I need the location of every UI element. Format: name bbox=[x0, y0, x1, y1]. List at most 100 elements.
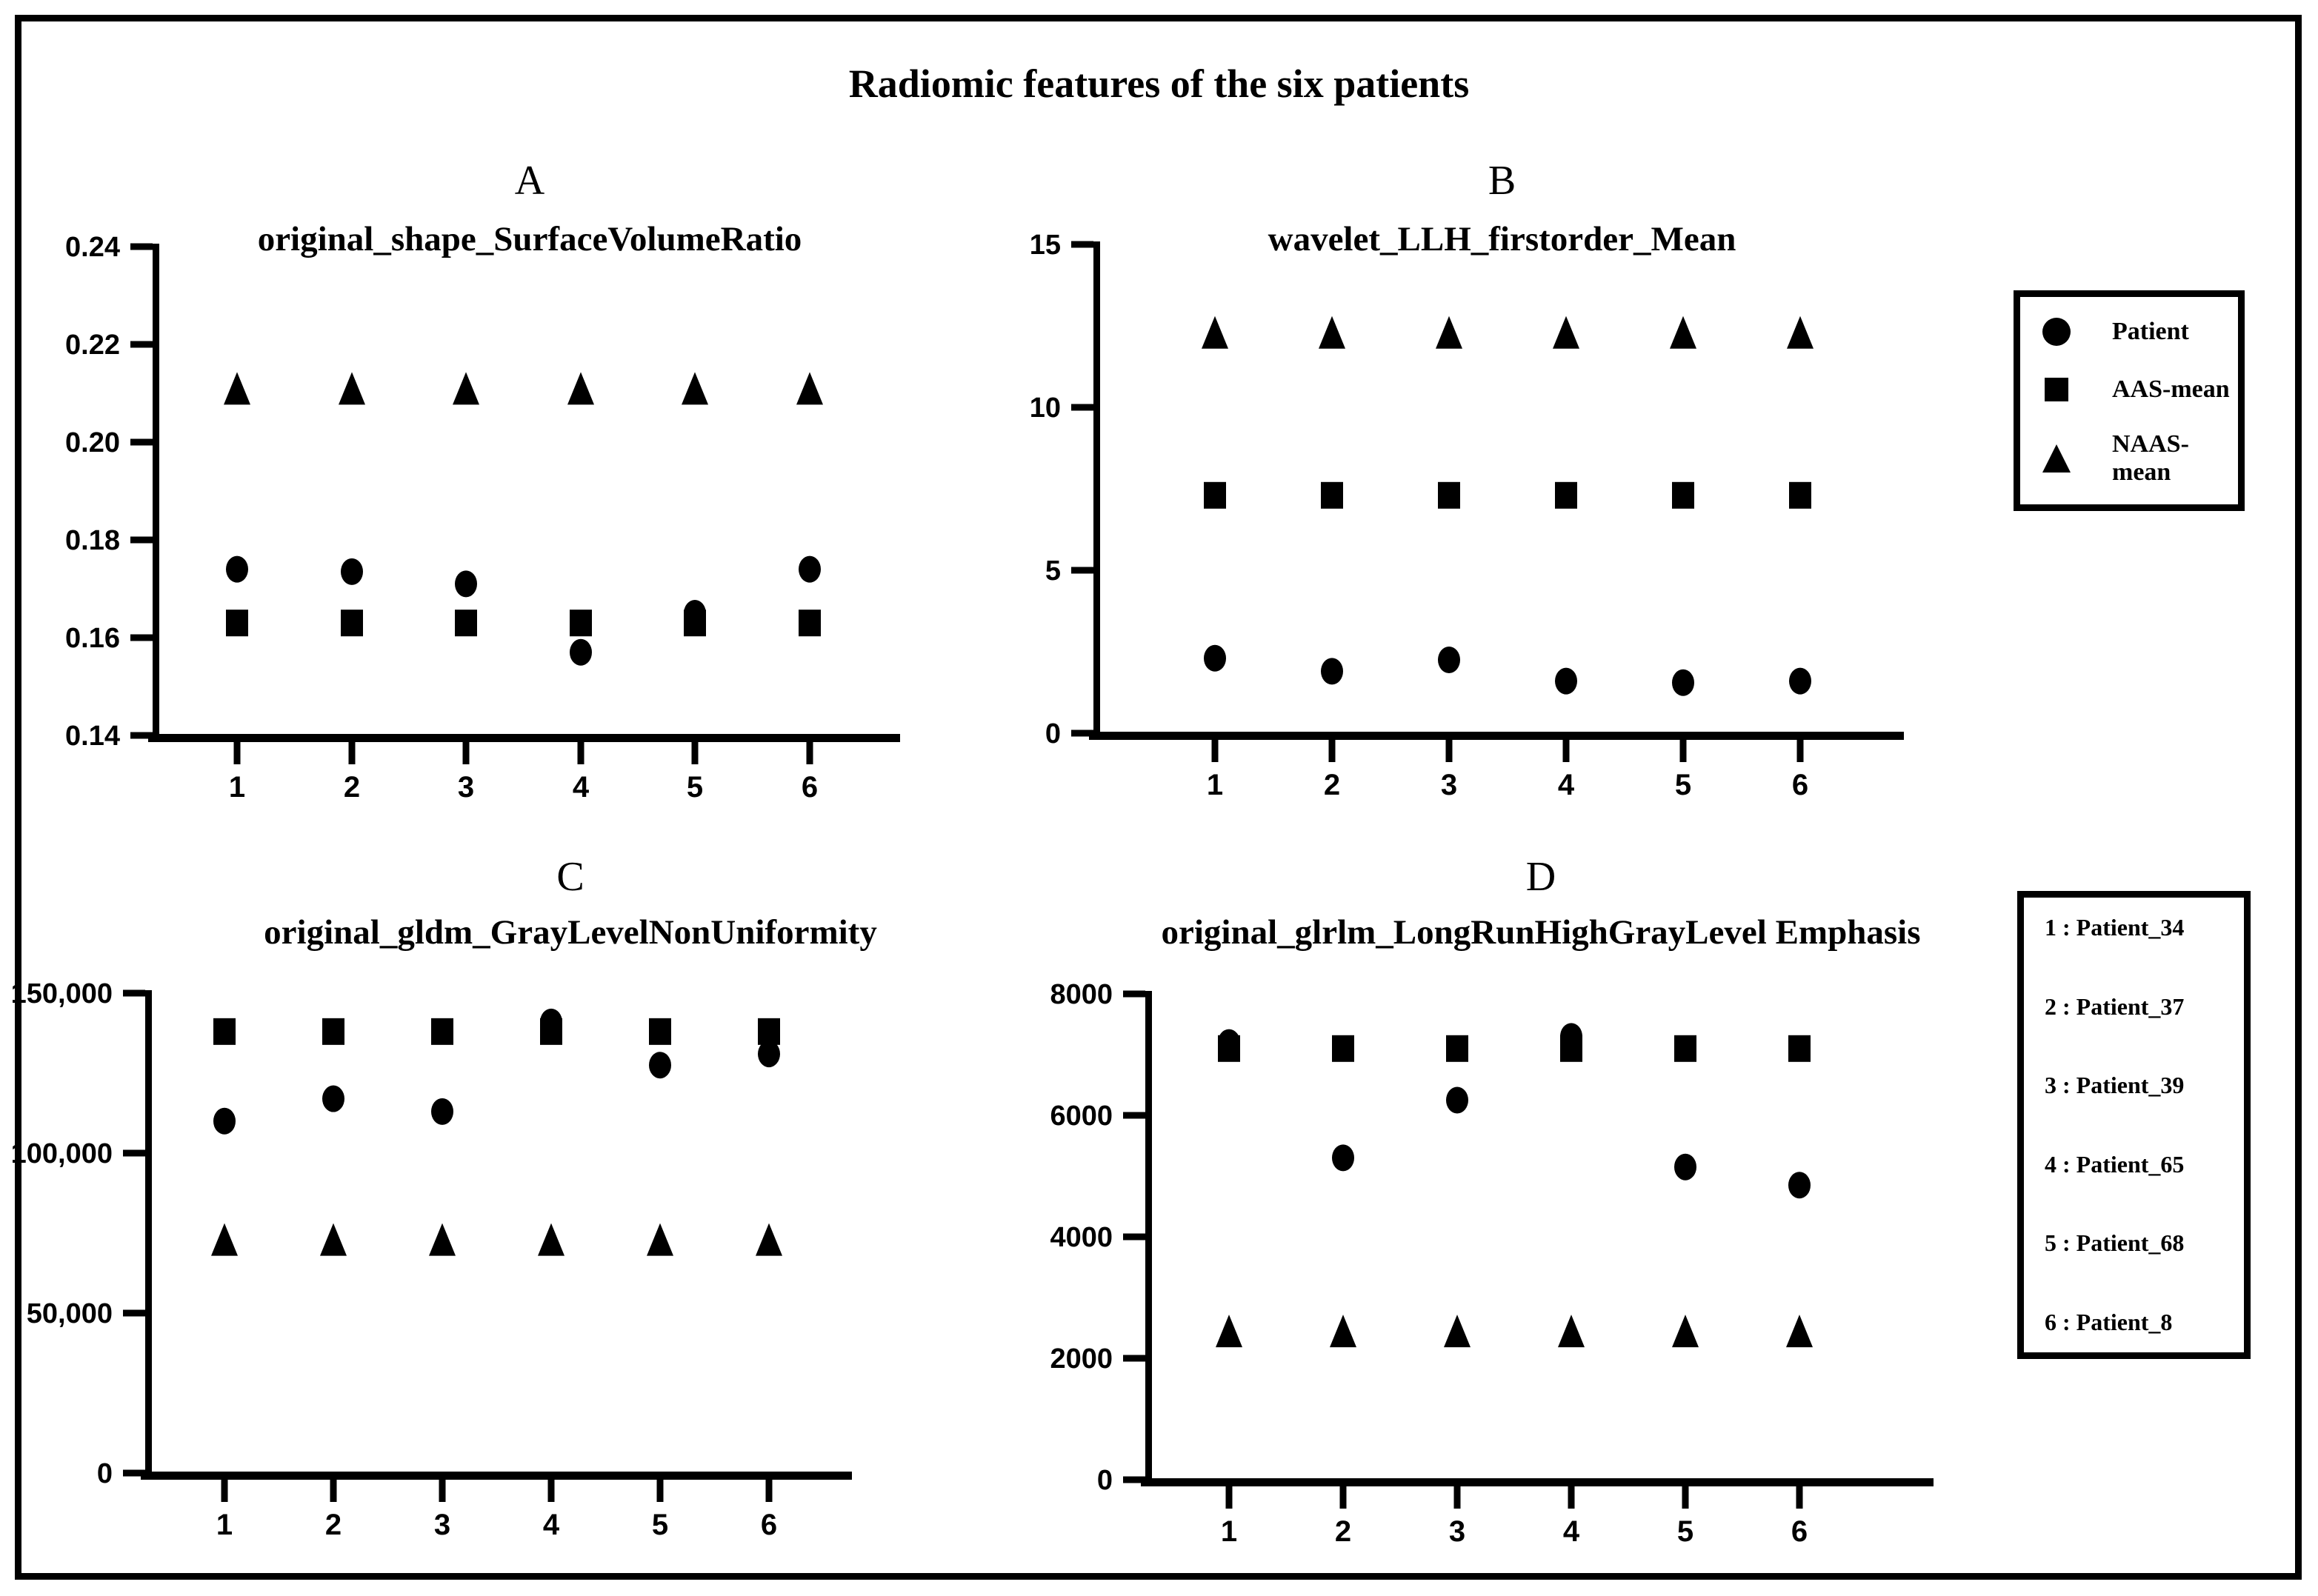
legend-row-naas-mean: NAAS-mean bbox=[2020, 430, 2238, 487]
AAS-mean-marker bbox=[684, 610, 706, 637]
x-tick-label: 5 bbox=[652, 1509, 668, 1541]
NAAS-mean-marker bbox=[1216, 1315, 1242, 1348]
NAAS-mean-marker bbox=[1786, 1315, 1813, 1348]
Patient-marker bbox=[226, 555, 248, 583]
patient-legend-item-2: 2 : Patient_37 bbox=[2045, 992, 2185, 1020]
x-tick bbox=[806, 742, 813, 764]
panel-a-letter: A bbox=[514, 158, 545, 204]
Patient-marker bbox=[1332, 1144, 1354, 1172]
x-tick-label: 5 bbox=[1675, 769, 1691, 801]
circle-marker-icon bbox=[2042, 318, 2071, 346]
y-axis-line bbox=[145, 990, 152, 1476]
AAS-mean-marker bbox=[1555, 481, 1577, 509]
AAS-mean-marker bbox=[1672, 481, 1694, 509]
y-tick-label: 0 bbox=[1097, 1465, 1113, 1496]
x-tick-label: 1 bbox=[1207, 769, 1223, 801]
y-tick bbox=[1071, 567, 1093, 574]
patient-legend-item-5: 5 : Patient_68 bbox=[2045, 1229, 2185, 1257]
AAS-mean-marker bbox=[455, 610, 477, 637]
NAAS-mean-marker bbox=[211, 1223, 238, 1256]
x-tick bbox=[765, 1480, 773, 1502]
panel-D: 8000 6000 4000 2000 0 1 2 3 4 5 6 bbox=[1050, 979, 1934, 1548]
AAS-mean-marker bbox=[540, 1018, 562, 1045]
patient-legend-item-1: 1 : Patient_34 bbox=[2045, 914, 2185, 941]
y-tick bbox=[130, 634, 153, 641]
Patient-marker bbox=[1788, 1172, 1811, 1199]
y-tick bbox=[1071, 404, 1093, 411]
AAS-mean-marker bbox=[322, 1018, 344, 1045]
Patient-marker bbox=[431, 1098, 453, 1125]
Patient-marker bbox=[799, 555, 821, 583]
x-tick bbox=[691, 742, 699, 764]
Patient-marker bbox=[649, 1052, 671, 1079]
NAAS-mean-marker bbox=[453, 372, 479, 405]
y-tick-label: 50,000 bbox=[27, 1298, 113, 1329]
NAAS-mean-marker bbox=[538, 1223, 564, 1256]
Patient-marker bbox=[1555, 667, 1577, 695]
AAS-mean-marker bbox=[570, 610, 592, 637]
panel-B: 15 10 5 0 1 2 3 4 5 6 bbox=[1030, 230, 1904, 801]
x-tick-label: 1 bbox=[229, 771, 245, 804]
legend-row-patient: Patient bbox=[2020, 315, 2238, 349]
NAAS-mean-marker bbox=[1558, 1315, 1585, 1348]
AAS-mean-marker bbox=[649, 1018, 671, 1045]
y-tick bbox=[130, 732, 153, 739]
AAS-mean-marker bbox=[226, 610, 248, 637]
y-tick bbox=[130, 243, 153, 250]
y-tick bbox=[123, 1469, 145, 1477]
legend-label-naas-mean: NAAS-mean bbox=[2112, 430, 2189, 486]
y-tick bbox=[1123, 1476, 1145, 1483]
x-tick bbox=[330, 1480, 337, 1502]
x-tick bbox=[1682, 1486, 1689, 1509]
x-tick bbox=[1796, 740, 1804, 762]
x-tick-label: 2 bbox=[325, 1509, 342, 1541]
x-tick-label: 4 bbox=[573, 771, 590, 804]
y-tick bbox=[1071, 729, 1093, 737]
AAS-mean-marker bbox=[341, 610, 363, 637]
x-tick bbox=[1796, 1486, 1803, 1509]
Patient-marker bbox=[1446, 1086, 1468, 1114]
Patient-marker bbox=[341, 558, 363, 585]
Patient-marker bbox=[758, 1041, 780, 1068]
y-tick-label: 8000 bbox=[1050, 979, 1113, 1010]
x-tick bbox=[462, 742, 470, 764]
y-tick-label: 15 bbox=[1030, 230, 1061, 261]
panel-c-letter: C bbox=[556, 854, 585, 900]
y-tick-label: 0.24 bbox=[65, 232, 120, 263]
NAAS-mean-marker bbox=[1672, 1315, 1699, 1348]
AAS-mean-marker bbox=[1438, 481, 1460, 509]
y-tick-label: 6000 bbox=[1050, 1101, 1113, 1132]
y-tick-label: 0.16 bbox=[65, 623, 120, 654]
x-tick-label: 5 bbox=[687, 771, 703, 804]
y-tick bbox=[123, 1149, 145, 1157]
x-tick-label: 6 bbox=[802, 771, 818, 804]
Patient-marker bbox=[322, 1085, 344, 1112]
x-tick-label: 2 bbox=[1324, 769, 1340, 801]
x-tick bbox=[1211, 740, 1219, 762]
y-tick-label: 0.20 bbox=[65, 427, 120, 458]
NAAS-mean-marker bbox=[1444, 1315, 1471, 1348]
AAS-mean-marker bbox=[799, 610, 821, 637]
x-tick bbox=[1225, 1486, 1233, 1509]
x-tick-label: 3 bbox=[1449, 1515, 1465, 1548]
panel-b-title: wavelet_LLH_firstorder_Mean bbox=[1268, 220, 1736, 258]
y-tick-label: 0 bbox=[97, 1458, 113, 1489]
AAS-mean-marker bbox=[1204, 481, 1226, 509]
NAAS-mean-marker bbox=[647, 1223, 673, 1256]
y-tick-label: 5 bbox=[1045, 555, 1061, 587]
x-tick-label: 6 bbox=[1792, 769, 1808, 801]
y-tick-label: 4000 bbox=[1050, 1222, 1113, 1253]
legend-row-aas-mean: AAS-mean bbox=[2020, 373, 2238, 407]
x-tick bbox=[1445, 740, 1453, 762]
NAAS-mean-marker bbox=[339, 372, 365, 405]
x-tick-label: 6 bbox=[761, 1509, 777, 1541]
x-axis-line bbox=[1089, 732, 1904, 740]
panel-b-letter: B bbox=[1488, 158, 1516, 204]
patient-legend-item-4: 4 : Patient_65 bbox=[2045, 1150, 2185, 1178]
panel-d-title: original_glrlm_LongRunHighGrayLevel Emph… bbox=[1161, 913, 1921, 952]
y-tick bbox=[1123, 1355, 1145, 1362]
patient-legend-item-3: 3 : Patient_39 bbox=[2045, 1072, 2185, 1099]
y-tick bbox=[1071, 241, 1093, 248]
AAS-mean-marker bbox=[431, 1018, 453, 1045]
